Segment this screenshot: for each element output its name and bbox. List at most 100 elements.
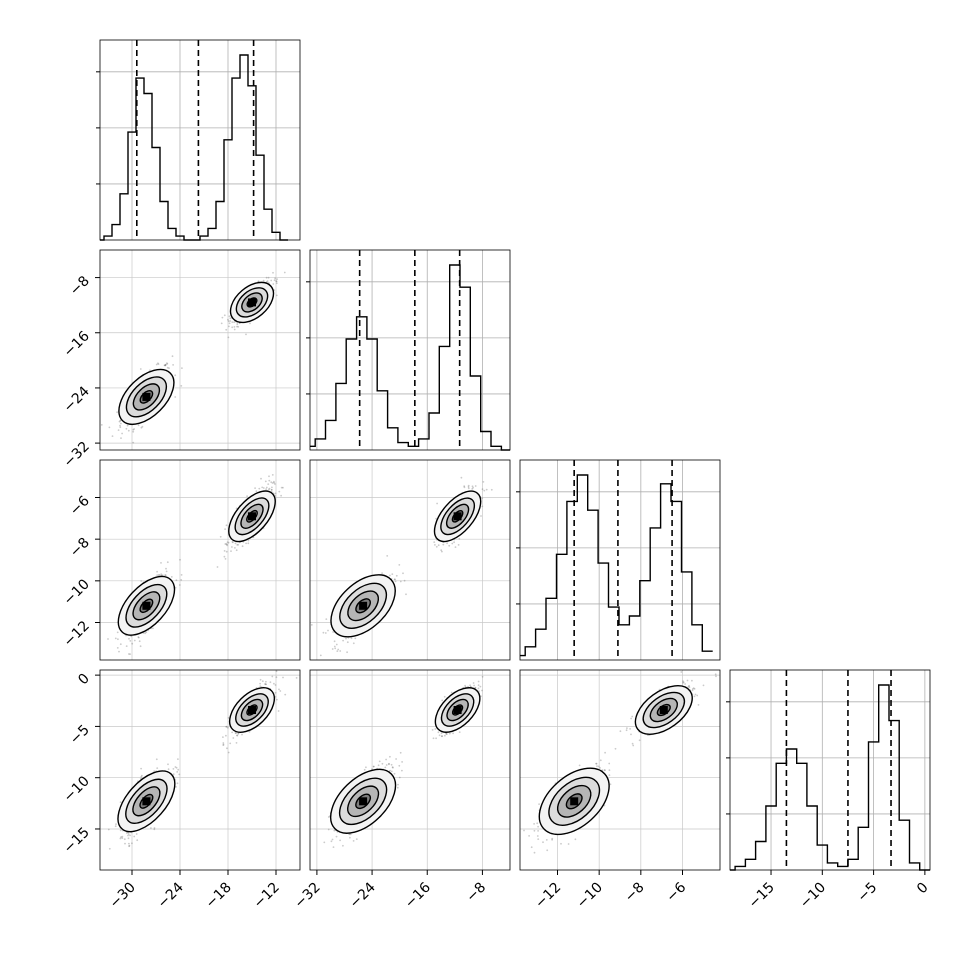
sample-point [175,579,178,582]
sample-point [153,827,156,829]
sample-point [431,729,434,731]
sample-point [275,676,278,679]
sample-point [136,839,139,842]
panel-frame [309,249,511,451]
scatter-panel-4-3 [519,669,721,871]
sample-point [108,426,111,429]
sample-point [442,543,445,546]
sample-point [458,537,461,540]
sample-point [225,543,228,545]
sample-point [682,682,684,684]
sample-point [381,572,383,574]
sample-point [229,320,232,322]
panel-frame [99,459,301,661]
sample-point [259,682,261,685]
sample-point [125,427,128,430]
panel-frame [309,669,511,871]
sample-point [164,364,167,367]
sample-point [454,546,457,548]
sample-point [336,650,339,652]
sample-point [691,689,694,692]
sample-point [224,558,227,560]
sample-point [226,544,229,547]
sample-point [401,761,403,763]
sample-point [268,475,270,478]
sample-point [325,618,328,620]
sample-point [166,561,169,564]
panel-frame [729,669,931,871]
sample-point [603,769,606,771]
sample-point [434,728,437,730]
sample-point [533,829,536,832]
sample-point [133,428,136,430]
panel-background [730,670,930,870]
sample-point [295,677,298,679]
sample-point [608,769,611,772]
sample-point [551,838,553,841]
sample-point [164,363,167,366]
sample-point [536,822,539,825]
sample-point [132,428,135,431]
sample-point [166,362,168,364]
sample-point [120,836,122,838]
sample-point [150,827,152,829]
sample-point [137,424,140,427]
sample-point [445,732,448,735]
sample-point [133,639,136,642]
sample-point [166,366,169,369]
sample-point [119,801,122,803]
density-peak [248,706,256,714]
sample-point [453,541,455,544]
sample-point [216,566,219,568]
sample-point [269,681,272,684]
sample-point [394,580,397,583]
sample-point [443,695,446,698]
sample-point [342,639,344,642]
sample-point [176,782,179,785]
sample-point [132,441,135,444]
sample-point [441,550,443,553]
sample-point [477,684,480,687]
density-peak [248,298,256,307]
sample-point [237,543,240,546]
sample-point [437,731,440,734]
sample-point [345,637,347,640]
sample-point [460,476,463,479]
sample-point [165,570,168,573]
sample-point [227,726,229,729]
sample-point [467,484,470,487]
sample-point [363,768,366,771]
sample-point [463,486,466,489]
sample-point [441,735,443,738]
sample-point [331,648,334,650]
sample-point [236,325,238,328]
density-contours [330,490,482,638]
sample-point [688,684,690,687]
sample-point [140,426,143,429]
sample-point [259,685,262,688]
sample-point [481,689,483,692]
sample-point [614,747,617,750]
sample-point [278,688,280,691]
sample-point [129,640,132,642]
sample-point [137,636,140,639]
sample-point [140,767,143,770]
sample-point [227,751,230,754]
sample-point [232,541,234,544]
sample-point [275,670,278,673]
sample-point [119,837,122,840]
sample-point [222,742,225,744]
sample-point [389,755,391,758]
sample-point [323,841,326,844]
sample-point [448,544,451,547]
sample-point [234,732,237,734]
sample-point [381,762,384,765]
density-contours [330,687,481,834]
sample-point [597,765,600,768]
sample-point [434,544,436,546]
sample-point [129,653,132,655]
sample-point [346,641,349,644]
sample-point [395,758,397,760]
sample-point [327,828,330,831]
sample-point [174,374,177,377]
